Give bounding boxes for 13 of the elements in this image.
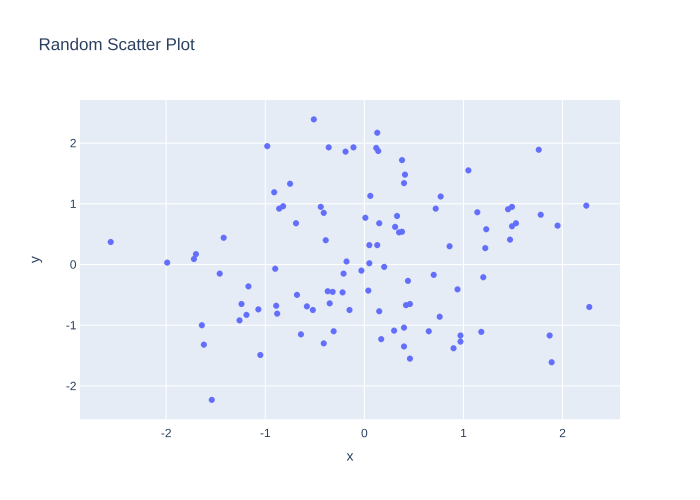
y-tick-label: 1: [70, 200, 76, 208]
x-tick-label: 0: [362, 428, 368, 438]
x-tick-label: 2: [560, 428, 566, 438]
chart-title: Random Scatter Plot: [40, 38, 195, 50]
y-axis-title: y: [32, 256, 42, 264]
x-tick-label: -1: [260, 428, 270, 438]
x-axis-title: x: [346, 453, 354, 461]
y-tick-label: 2: [70, 138, 76, 148]
y-tick-label: -2: [66, 382, 76, 390]
y-tick-label: -1: [66, 321, 76, 330]
x-tick-label: -2: [161, 428, 171, 438]
x-tick-label: 1: [461, 428, 466, 438]
y-tick-label: 0: [70, 260, 76, 269]
